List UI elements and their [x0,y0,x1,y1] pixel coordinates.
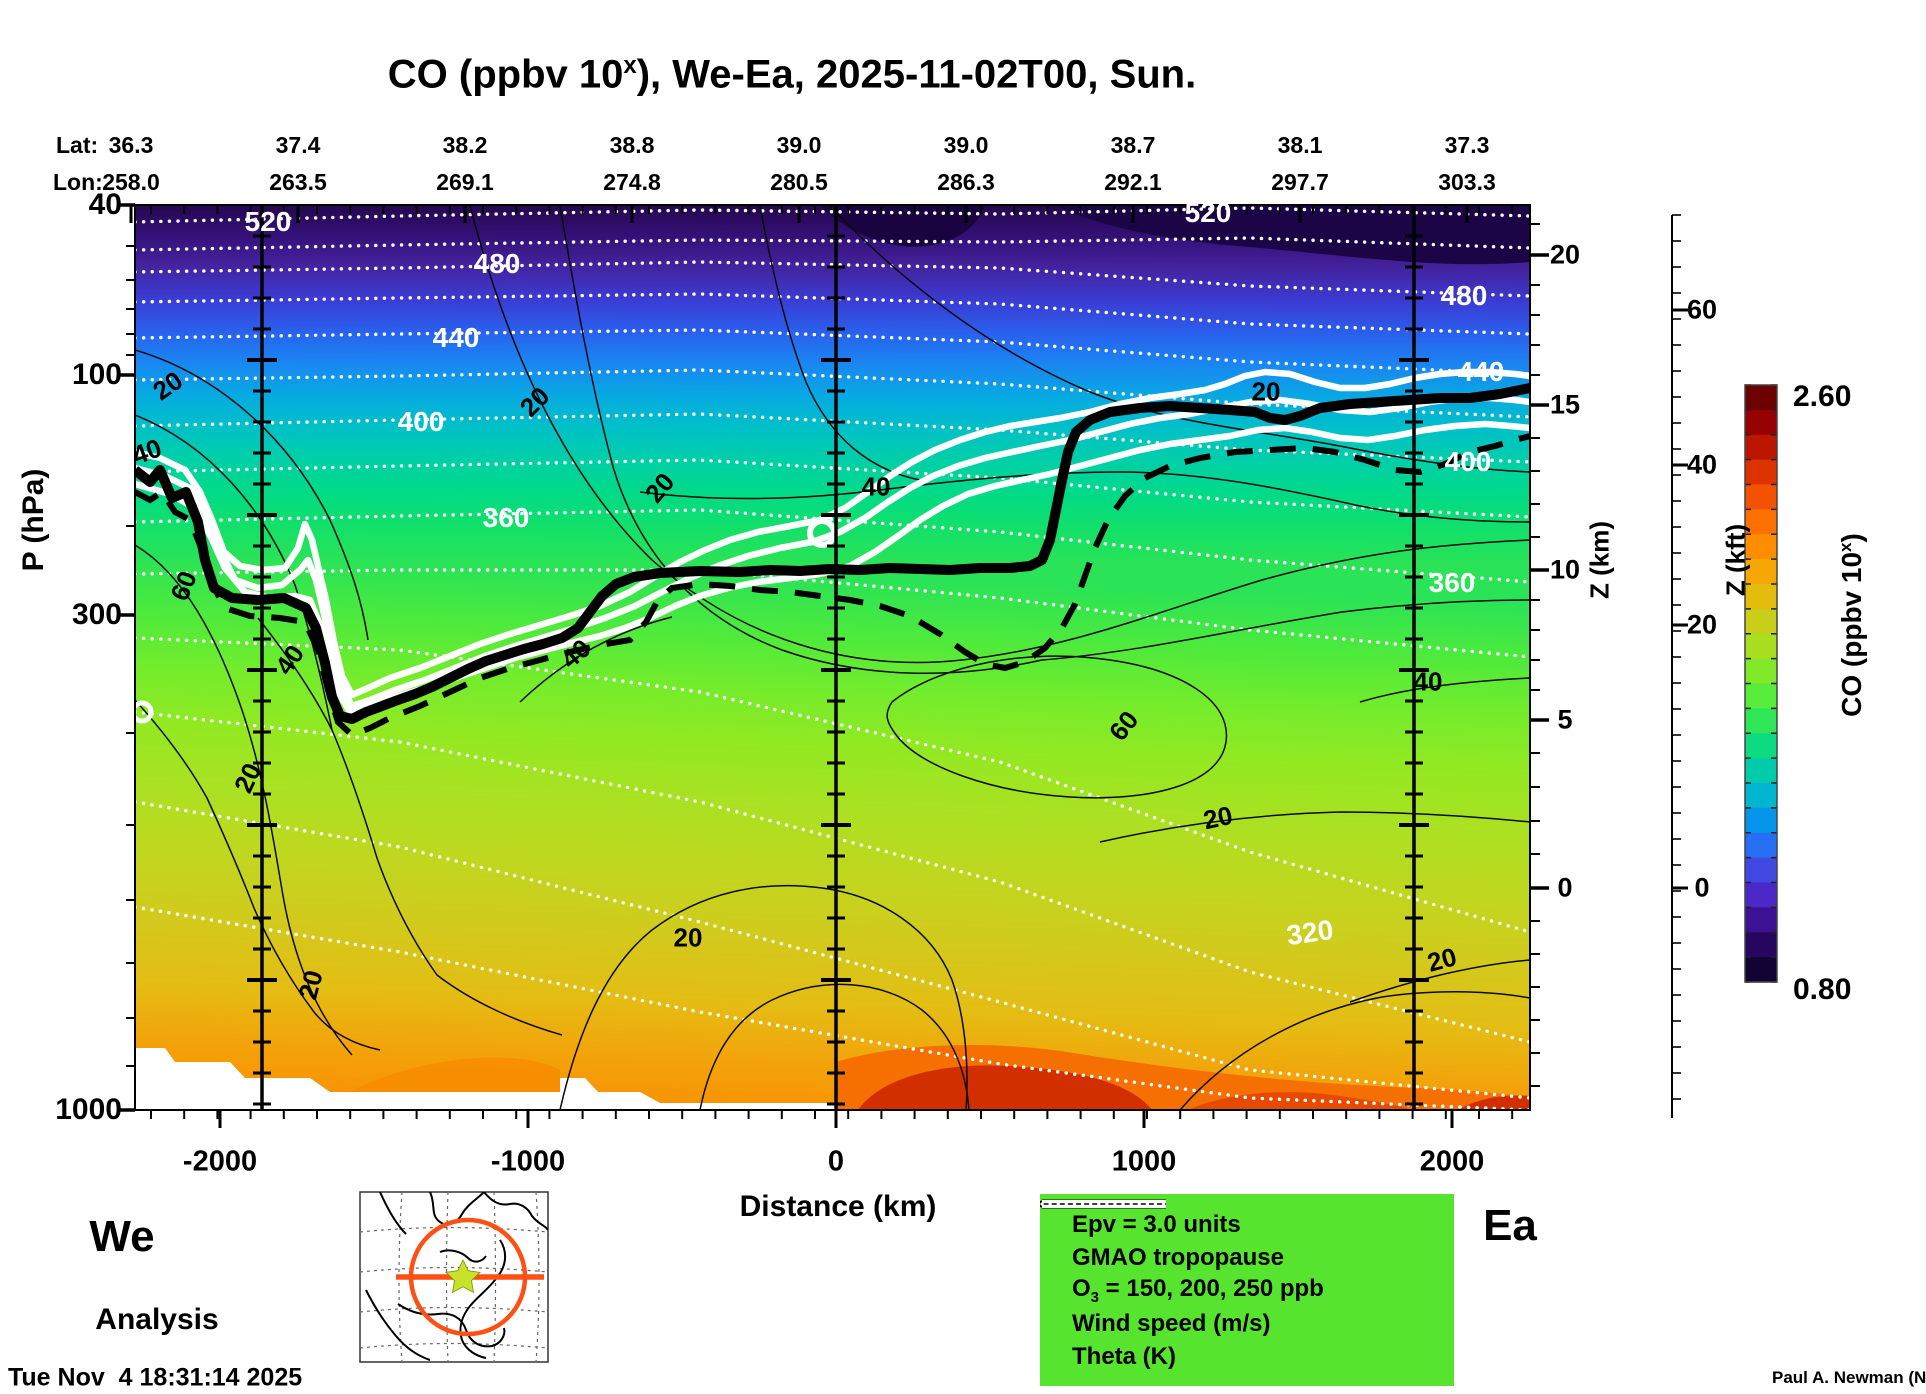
map-inset [359,1191,549,1363]
epv-line [135,433,1530,739]
terrain-cutout [135,1048,836,1110]
colorbar [1744,384,1778,983]
o3-ring-marker-small [135,700,154,724]
axis-ticks [118,203,1688,1128]
map-graticule [360,1192,548,1362]
waypoint-marker-lines [247,205,1429,1110]
dark-patch-top-center [820,205,985,247]
co-field [135,205,1530,1110]
axes-frame [134,204,1673,1118]
o3-ring-marker [807,518,837,548]
wind-speed-contours [135,205,1530,1110]
map-range-ring [408,1217,528,1337]
map-location-star [445,1259,481,1294]
tropopause-line [135,383,1530,724]
dark-patch-top-right [1055,205,1530,265]
theta-contours [135,206,1530,1110]
